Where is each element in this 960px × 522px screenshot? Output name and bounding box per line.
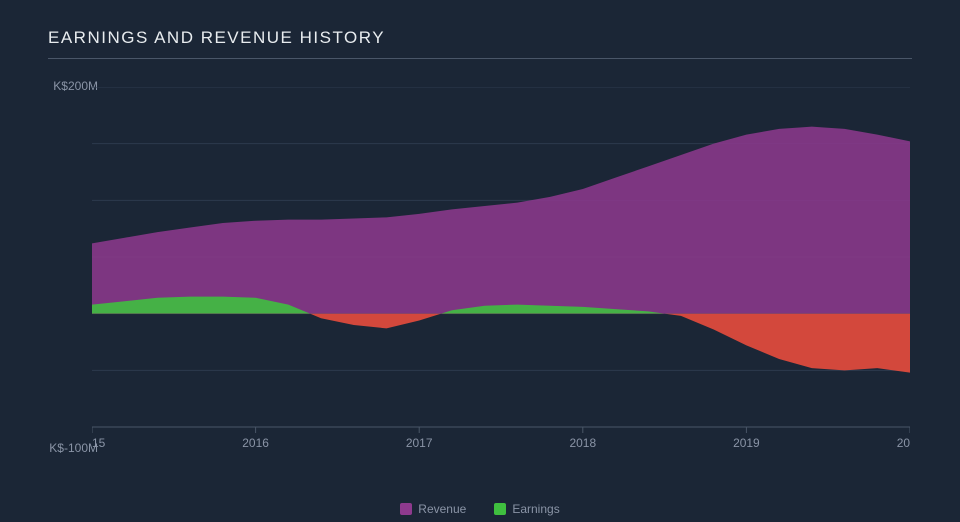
- svg-text:2019: 2019: [733, 436, 760, 450]
- chart-svg: 2015 2016 2017 2018 2019 2020: [92, 87, 910, 457]
- chart-area: K$200M K$-100M 201520162017201820192020: [48, 65, 912, 475]
- legend-label-revenue: Revenue: [418, 502, 466, 516]
- y-axis-bottom-label: K$-100M: [28, 441, 98, 455]
- svg-text:2015: 2015: [92, 436, 106, 450]
- svg-text:2020: 2020: [897, 436, 910, 450]
- plot-region: 2015 2016 2017 2018 2019 2020: [92, 87, 910, 457]
- legend-item-revenue: Revenue: [400, 502, 466, 516]
- y-axis-top-label: K$200M: [28, 79, 98, 93]
- legend-label-earnings: Earnings: [512, 502, 559, 516]
- legend-swatch-revenue: [400, 503, 412, 515]
- svg-text:2017: 2017: [406, 436, 433, 450]
- chart-title: EARNINGS AND REVENUE HISTORY: [48, 28, 912, 59]
- legend-item-earnings: Earnings: [494, 502, 559, 516]
- legend: Revenue Earnings: [0, 502, 960, 516]
- chart-container: EARNINGS AND REVENUE HISTORY K$200M K$-1…: [0, 0, 960, 522]
- legend-swatch-earnings: [494, 503, 506, 515]
- svg-text:2018: 2018: [569, 436, 596, 450]
- svg-text:2016: 2016: [242, 436, 269, 450]
